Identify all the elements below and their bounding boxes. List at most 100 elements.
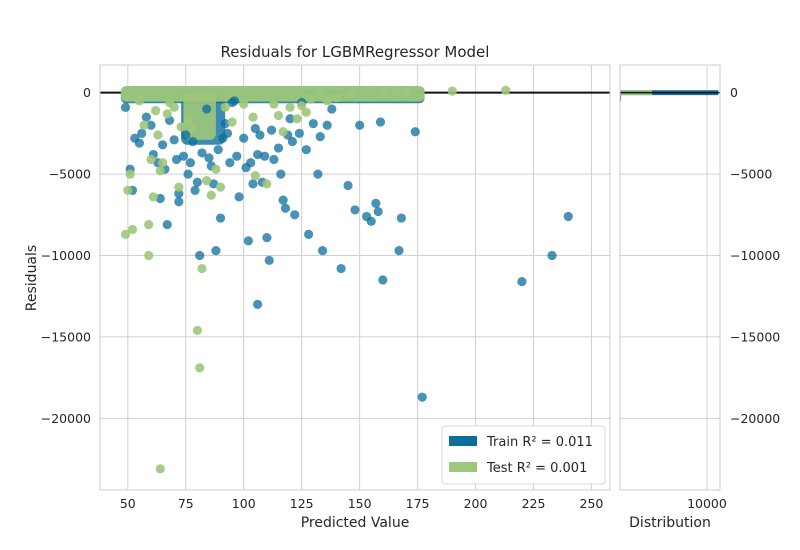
x-tick-label: 125	[290, 496, 314, 511]
train-point	[192, 177, 202, 187]
train-point	[155, 193, 165, 204]
test-point	[176, 122, 186, 132]
train-point	[308, 119, 318, 129]
train-point	[280, 203, 291, 213]
test-point	[127, 224, 138, 235]
train-point	[343, 180, 353, 191]
test-point	[250, 171, 260, 181]
train-point	[255, 130, 265, 140]
y-tick-label: −15000	[41, 329, 91, 344]
train-point	[350, 205, 360, 215]
x-tick-label: 225	[522, 496, 546, 511]
train-point	[317, 246, 328, 256]
train-point	[250, 123, 260, 134]
train-point	[188, 136, 198, 147]
train-point	[410, 127, 420, 137]
distribution-y-tick-label: −20000	[730, 411, 780, 426]
test-point	[151, 105, 161, 116]
train-point	[563, 211, 573, 222]
train-point	[287, 136, 298, 147]
distribution-panel: 10000 0 −5000 −10000 −15000 −20000 Distribut…	[619, 64, 780, 531]
train-point	[162, 219, 172, 230]
train-point	[246, 158, 256, 168]
test-point	[273, 110, 284, 121]
train-point	[517, 276, 527, 287]
x-tick-label: 75	[178, 496, 194, 511]
test-point	[162, 109, 172, 119]
train-point	[232, 151, 242, 161]
train-point	[304, 229, 314, 239]
test-point	[322, 96, 332, 106]
test-point	[157, 158, 168, 168]
x-tick-label: 150	[348, 496, 372, 511]
x-tick-label: 200	[464, 496, 488, 511]
train-point	[202, 104, 212, 114]
train-point	[285, 114, 295, 124]
distribution-frame	[619, 64, 721, 491]
test-point	[153, 130, 163, 140]
train-point	[547, 250, 557, 261]
train-point	[248, 179, 258, 189]
legend: Train R² = 0.011 Test R² = 0.001	[441, 425, 606, 485]
x-tick-labels: 50 75 100 125 150 175 200 225 250	[120, 496, 604, 511]
distribution-axis-label: Distribution	[629, 515, 711, 531]
test-point	[192, 325, 202, 336]
test-point	[211, 164, 221, 174]
legend-label-test: Test R² = 0.001	[486, 461, 587, 476]
train-point	[259, 151, 270, 161]
distribution-y-tick-labels: 0 −5000 −10000 −15000 −20000	[730, 85, 780, 426]
distribution-y-tick-label: −15000	[730, 329, 780, 344]
train-point	[171, 154, 182, 165]
train-point	[264, 255, 274, 266]
train-point	[120, 102, 131, 112]
test-point	[269, 99, 279, 109]
y-tick-label: −5000	[49, 167, 91, 182]
test-point	[120, 229, 131, 239]
distribution-bars	[620, 90, 720, 101]
test-point	[447, 86, 457, 96]
test-point	[392, 87, 402, 97]
y-tick-label: −20000	[41, 411, 91, 426]
distribution-bar-train	[620, 95, 622, 101]
train-point	[134, 138, 145, 148]
train-point	[276, 169, 286, 179]
train-point	[178, 151, 189, 161]
test-point	[306, 94, 316, 104]
train-point	[366, 216, 376, 226]
train-point	[225, 158, 235, 168]
train-point	[336, 263, 346, 274]
train-point	[253, 299, 263, 309]
test-point	[148, 192, 158, 202]
test-point	[220, 102, 230, 112]
test-point	[155, 464, 165, 474]
test-point	[345, 89, 355, 99]
main-plot-frame	[99, 64, 611, 491]
train-point	[396, 213, 406, 223]
train-point	[220, 119, 230, 129]
train-point	[269, 154, 279, 165]
train-point	[213, 145, 223, 155]
train-point	[239, 133, 249, 143]
distribution-x-tick-labels: 10000	[687, 496, 727, 511]
train-point	[174, 189, 184, 199]
test-point	[378, 89, 388, 99]
legend-box	[441, 425, 606, 485]
test-point	[292, 114, 302, 124]
train-point	[234, 192, 244, 202]
train-point	[315, 132, 325, 142]
distribution-y-tick-label: 0	[730, 85, 738, 100]
train-point	[313, 169, 323, 179]
train-point	[181, 130, 191, 140]
train-point	[273, 143, 284, 153]
test-point	[278, 127, 288, 137]
main-plot-panel: 50 75 100 125 150 175 200 225 250 0 −5000 −10000 −1…	[41, 64, 611, 511]
train-point	[301, 145, 311, 155]
train-point	[190, 185, 200, 195]
test-point	[197, 263, 207, 274]
distribution-y-tick-label: −10000	[730, 248, 780, 263]
train-point	[373, 206, 383, 217]
train-point	[243, 236, 253, 246]
test-point	[331, 92, 342, 103]
train-point	[195, 250, 205, 261]
train-point	[197, 148, 207, 158]
